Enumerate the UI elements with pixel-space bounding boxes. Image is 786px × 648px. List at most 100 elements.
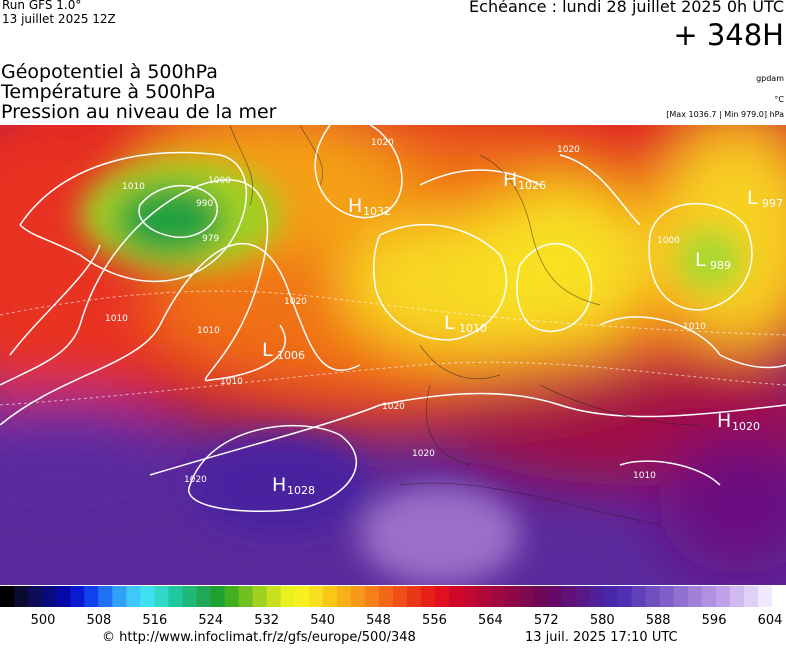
colorbar-label: 516 <box>142 613 167 628</box>
colorbar-swatch <box>336 586 352 607</box>
colorbar-swatch <box>182 586 197 607</box>
colorbar-swatch <box>449 586 464 607</box>
colorbar-label: 532 <box>254 613 279 628</box>
pressure-center-kind: L <box>695 249 706 271</box>
horizon: + 348H <box>673 18 784 52</box>
colorbar-swatch <box>28 586 43 607</box>
colorbar-swatch <box>519 586 534 607</box>
field-1: Géopotentiel à 500hPa <box>1 61 218 83</box>
colorbar-label: 572 <box>534 613 559 628</box>
colorbar-swatch <box>84 586 99 607</box>
colorbar-swatch <box>294 586 310 607</box>
colorbar-label: 580 <box>590 613 615 628</box>
colorbar-swatch <box>435 586 450 607</box>
pressure-center-kind: H <box>348 195 362 217</box>
colorbar-swatch <box>56 586 71 607</box>
contour-label: 1020 <box>382 402 405 412</box>
pressure-center-value: 1032 <box>363 205 391 218</box>
contour-label: 1020 <box>371 138 394 148</box>
colorbar: 500 508 516 524 532 540 548 556 564 572 580 588 596 6… <box>0 586 786 628</box>
pressure-center-value: 1026 <box>518 179 546 192</box>
contour-label: 1010 <box>683 322 706 332</box>
colorbar-swatch <box>280 586 296 607</box>
colorbar-swatch <box>701 586 717 607</box>
colorbar-swatch <box>561 586 576 607</box>
colorbar-swatch <box>70 586 85 607</box>
colorbar-swatch <box>0 586 15 607</box>
contour-label: 1010 <box>197 326 220 336</box>
pressure-center-value: 1028 <box>287 484 315 497</box>
contour-label: 1010 <box>105 314 128 324</box>
colorbar-label: 604 <box>758 613 783 628</box>
colorbar-swatch <box>715 586 731 607</box>
colorbar-swatch <box>112 586 127 607</box>
colorbar-swatch <box>645 586 661 607</box>
pressure-center-value: 1010 <box>459 322 487 335</box>
footer-url: © http://www.infoclimat.fr/z/gfs/europe/… <box>102 630 416 645</box>
colorbar-swatch <box>743 586 759 607</box>
echeance: Echéance : lundi 28 juillet 2025 0h UTC <box>469 0 784 16</box>
colorbar-swatch <box>673 586 689 607</box>
colorbar-swatch <box>393 586 408 607</box>
colorbar-label: 596 <box>702 613 727 628</box>
pressure-center-kind: L <box>747 187 758 209</box>
colorbar-label: 548 <box>366 613 391 628</box>
colorbar-swatch <box>168 586 183 607</box>
contour-label: 1020 <box>184 475 207 485</box>
colorbar-swatch <box>687 586 703 607</box>
pressure-center-value: 997 <box>762 197 783 210</box>
colorbar-swatch <box>364 586 380 607</box>
colorbar-swatch <box>477 586 492 607</box>
pressure-center-kind: H <box>272 474 286 496</box>
colorbar-swatch <box>196 586 212 607</box>
contour-label: 990 <box>196 199 213 209</box>
colorbar-swatch <box>308 586 324 607</box>
colorbar-swatch <box>378 586 394 607</box>
colorbar-swatch <box>98 586 113 607</box>
colorbar-swatch <box>421 586 436 607</box>
run-label: Run GFS 1.0° <box>2 0 82 12</box>
colorbar-swatch <box>252 586 268 607</box>
pressure-center-value: 989 <box>710 259 731 272</box>
run-date: 13 juillet 2025 12Z <box>2 12 116 26</box>
pressure-center-value: 1020 <box>732 420 760 433</box>
colorbar-swatch <box>603 586 619 607</box>
colorbar-label: 524 <box>198 613 223 628</box>
pressure-center-kind: H <box>717 410 731 432</box>
contour-label: 1020 <box>284 297 307 307</box>
unit-gpdam: gpdam <box>756 74 784 83</box>
pressure-range: [Max 1036.7 | Min 979.0] hPa <box>666 110 784 119</box>
colorbar-label: 564 <box>478 613 503 628</box>
colorbar-swatch <box>533 586 548 607</box>
colorbar-swatch <box>350 586 366 607</box>
contour-label: 1010 <box>633 471 656 481</box>
colorbar-swatch <box>491 586 506 607</box>
colorbar-swatch <box>224 586 240 607</box>
contour-label: 1020 <box>412 449 435 459</box>
contour-label: 1010 <box>220 377 243 387</box>
colorbar-swatch <box>14 586 29 607</box>
colorbar-swatch <box>659 586 675 607</box>
colorbar-swatch <box>575 586 590 607</box>
colorbar-swatch <box>505 586 520 607</box>
contour-label: 1000 <box>657 236 680 246</box>
colorbar-label: 540 <box>310 613 335 628</box>
colorbar-swatch <box>238 586 254 607</box>
footer-timestamp: 13 juil. 2025 17:10 UTC <box>525 630 678 645</box>
field-2: Température à 500hPa <box>1 81 216 103</box>
colorbar-label: 508 <box>87 613 112 628</box>
colorbar-swatch <box>771 586 786 607</box>
unit-celsius: °C <box>774 95 784 104</box>
colorbar-swatch <box>322 586 338 607</box>
contour-label: 1020 <box>557 145 580 155</box>
colorbar-swatch <box>210 586 226 607</box>
field-3: Pression au niveau de la mer <box>1 101 277 123</box>
pressure-center-kind: L <box>262 339 273 361</box>
colorbar-swatch <box>617 586 633 607</box>
contour-label: 979 <box>202 234 219 244</box>
colorbar-swatch <box>140 586 155 607</box>
colorbar-label: 556 <box>422 613 447 628</box>
colorbar-label: 588 <box>646 613 671 628</box>
